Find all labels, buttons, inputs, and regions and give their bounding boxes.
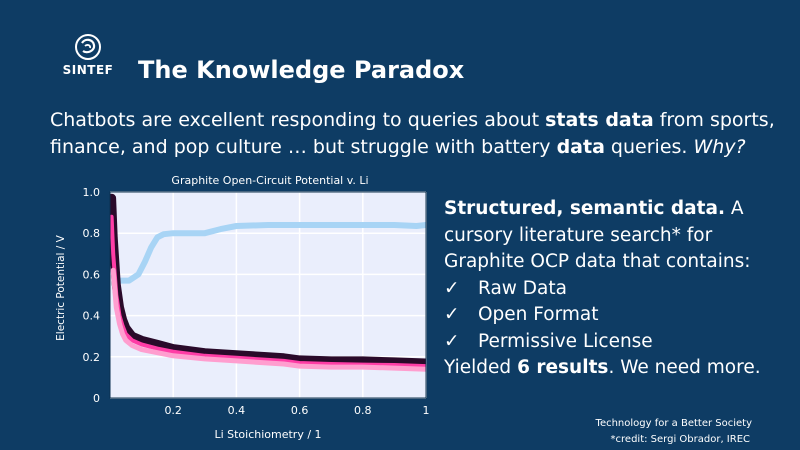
y-tick-label: 0.4 bbox=[83, 310, 101, 323]
check-item-label: Open Format bbox=[478, 304, 599, 325]
ocp-chart-svg: Graphite Open-Circuit Potential v. Li El… bbox=[55, 174, 430, 441]
sintef-emblem-icon bbox=[75, 34, 101, 60]
intro-paragraph: Chatbots are excellent responding to que… bbox=[50, 107, 790, 161]
slide-title: The Knowledge Paradox bbox=[138, 56, 465, 84]
x-tick-label: 1 bbox=[423, 404, 430, 417]
result-suffix: . We need more. bbox=[608, 357, 761, 378]
side-description: A cursory literature search* for Graphit… bbox=[444, 198, 751, 272]
side-intro: Structured, semantic data. A cursory lit… bbox=[444, 196, 794, 276]
result-count: 6 results bbox=[517, 357, 609, 378]
check-item-raw-data: ✓ Raw Data bbox=[444, 276, 794, 303]
intro-text-3: queries. bbox=[604, 136, 694, 158]
series-group bbox=[110, 193, 426, 372]
x-tick-label: 0.2 bbox=[164, 404, 182, 417]
y-tick-label: 0.2 bbox=[83, 351, 101, 364]
footer-credit: *credit: Sergi Obrador, IREC bbox=[610, 434, 750, 445]
x-tick-label: 0.4 bbox=[228, 404, 246, 417]
side-heading: Structured, semantic data. bbox=[444, 198, 725, 219]
intro-why: Why? bbox=[693, 136, 746, 158]
chart-y-axis-label: Electric Potential / V bbox=[55, 234, 67, 340]
chart-title: Graphite Open-Circuit Potential v. Li bbox=[171, 174, 368, 187]
chart-x-axis-label: Li Stoichiometry / 1 bbox=[214, 428, 321, 441]
y-tick-label: 1.0 bbox=[83, 186, 101, 199]
result-line: Yielded 6 results. We need more. bbox=[444, 355, 794, 382]
ocp-chart: Graphite Open-Circuit Potential v. Li El… bbox=[52, 170, 444, 442]
footer-tagline: Technology for a Better Society bbox=[595, 418, 752, 429]
intro-bold-data: data bbox=[556, 136, 605, 158]
intro-text-2: from sports, finance, and pop culture … … bbox=[50, 109, 775, 158]
result-prefix: Yielded bbox=[444, 357, 518, 378]
checkmark-icon: ✓ bbox=[444, 330, 460, 352]
plot-frame bbox=[109, 191, 427, 399]
y-tick-label: 0.8 bbox=[83, 227, 101, 240]
checkmark-icon: ✓ bbox=[444, 304, 460, 325]
intro-text-1: Chatbots are excellent responding to que… bbox=[50, 109, 546, 131]
checkmark-icon: ✓ bbox=[444, 277, 460, 299]
check-item-open-format: ✓ Open Format bbox=[444, 302, 794, 329]
y-tick-label: 0 bbox=[93, 392, 100, 405]
x-tick-label: 0.8 bbox=[354, 404, 372, 417]
side-text: Structured, semantic data. A cursory lit… bbox=[444, 196, 794, 382]
series-line-4 bbox=[110, 267, 426, 372]
intro-bold-stats-data: stats data bbox=[545, 109, 654, 131]
check-item-label: Permissive License bbox=[478, 330, 653, 352]
check-item-label: Raw Data bbox=[478, 277, 567, 299]
plot-area bbox=[109, 191, 427, 399]
y-tick-label: 0.6 bbox=[83, 268, 101, 281]
logo-wordmark: SINTEF bbox=[62, 63, 114, 77]
check-item-license: ✓ Permissive License bbox=[444, 329, 794, 356]
x-tick-label: 0.6 bbox=[291, 404, 309, 417]
sintef-logo: SINTEF bbox=[58, 32, 118, 87]
series-line-1 bbox=[116, 222, 426, 284]
